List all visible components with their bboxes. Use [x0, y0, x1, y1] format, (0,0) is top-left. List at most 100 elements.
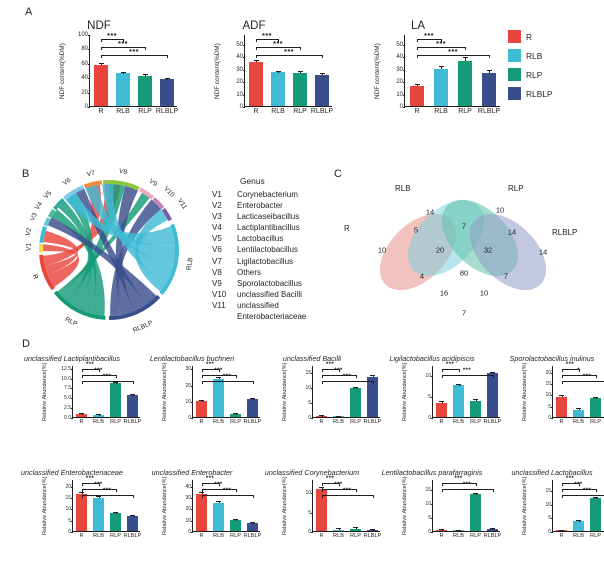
chord-segment-v11[interactable] — [161, 207, 172, 222]
chord-segment-v10[interactable] — [152, 197, 165, 210]
y-axis-tick-label: 20 — [65, 483, 71, 490]
chord-segment-v1[interactable] — [39, 243, 44, 253]
chord-segment-v8[interactable] — [102, 180, 140, 191]
y-axis-tick — [88, 49, 90, 51]
y-axis-tick — [311, 373, 313, 375]
error-bar-cap — [462, 57, 468, 59]
chord-group-rlp[interactable] — [53, 290, 106, 320]
significance-stars: *** — [334, 482, 343, 488]
error-bar — [201, 493, 203, 495]
y-axis-tick — [243, 44, 245, 46]
legend-item-rlp[interactable]: RLP — [508, 68, 553, 81]
y-axis-tick — [191, 385, 193, 387]
bar-r — [556, 396, 567, 417]
chord-ribbon — [43, 244, 80, 287]
significance-bracket-tick — [252, 381, 254, 384]
significance-bracket — [101, 47, 145, 48]
venn-ellipse-rlblp[interactable] — [456, 200, 561, 305]
chord-segment-v9[interactable] — [138, 187, 154, 200]
chord-group-rlblp[interactable] — [109, 295, 161, 320]
bar-rlb — [333, 529, 344, 531]
error-bar-cap — [216, 500, 221, 502]
y-axis-tick-label: 20 — [545, 369, 551, 376]
error-bar — [322, 74, 323, 75]
chord-segment-v5[interactable] — [53, 197, 65, 211]
y-axis-tick-label: 40 — [81, 75, 88, 82]
significance-bracket — [256, 39, 278, 40]
chart-adf: ADF NDF content(%DM) 0 10 20 30 40 50 R RLB RLP RLB… — [210, 20, 333, 115]
significance-bracket-tick — [492, 375, 494, 378]
y-axis-tick-label: 0 — [428, 415, 431, 421]
chord-svg — [39, 180, 179, 320]
y-axis-tick — [191, 498, 193, 500]
error-bar-cap — [130, 514, 135, 516]
chord-segment-v6[interactable] — [63, 185, 85, 201]
error-bar — [201, 400, 203, 402]
plot-area: 0 10 20 30 R RLB RLP RLBLP *** *** *** — [185, 362, 261, 425]
y-axis-tick — [191, 369, 193, 371]
chord-group-rlb[interactable] — [159, 223, 179, 295]
significance-bracket — [81, 483, 99, 484]
y-axis-tick — [551, 395, 553, 397]
chord-segment-v7[interactable] — [83, 180, 103, 189]
significance-bracket-tick — [417, 55, 418, 58]
significance-stars: *** — [129, 47, 139, 56]
significance-stars: *** — [582, 488, 592, 494]
chord-segment-v3[interactable] — [43, 217, 51, 227]
legend-item-rlblp[interactable]: RLBLP — [508, 87, 553, 100]
significance-bracket — [417, 39, 441, 40]
chord-group-r[interactable] — [39, 254, 55, 291]
significance-bracket-tick — [372, 381, 374, 384]
error-bar-cap — [593, 396, 598, 398]
significance-stars: *** — [334, 368, 343, 374]
y-axis-title: Relative Abundance(%) — [42, 476, 48, 536]
x-axis-label-rlb: RLB — [333, 533, 344, 539]
y-axis-tick-label: 80 — [81, 46, 88, 53]
bar-rlp — [350, 388, 361, 417]
significance-bracket — [561, 369, 579, 370]
panel-label-b: B — [22, 168, 30, 180]
error-bar-cap — [216, 376, 221, 378]
plot-area: 0 10 20 30 40 R RLB RLP RLBLP *** *** *** — [185, 476, 261, 539]
chord-ribbon — [66, 192, 94, 309]
significance-bracket — [561, 495, 604, 496]
error-bar-cap — [113, 511, 118, 513]
chord-segment-v4[interactable] — [47, 208, 56, 219]
error-bar — [101, 64, 102, 66]
plot-area: 0.0 2.5 5.0 7.5 10.0 12.5 R RLB RLP RLBLP *** *** **… — [61, 362, 141, 425]
y-axis-tick-label: 50 — [396, 41, 403, 48]
significance-bracket — [81, 375, 116, 376]
y-axis-tick-label: 20 — [236, 79, 243, 86]
chord-segment-v2[interactable] — [39, 226, 47, 244]
error-bar-cap — [490, 528, 495, 530]
chart-title: NDF — [87, 20, 111, 32]
y-axis-tick-label: 5 — [548, 515, 551, 522]
y-axis-tick — [71, 498, 73, 500]
y-axis-tick — [71, 520, 73, 522]
y-axis-tick-label: 10 — [185, 517, 191, 524]
significance-bracket-tick — [235, 375, 237, 378]
significance-bracket — [256, 55, 322, 56]
significance-bracket — [441, 483, 476, 484]
chord-ribbon — [85, 185, 176, 266]
legend-item-rlb[interactable]: RLB — [508, 49, 553, 62]
y-axis-tick-label: 5 — [308, 509, 311, 516]
significance-bracket-tick — [321, 381, 323, 384]
x-axis-label-rlp: RLP — [293, 108, 307, 115]
x-axis-label-r: R — [199, 533, 204, 539]
x-axis-label-rlblp: RLBLP — [155, 108, 179, 115]
legend-item-r[interactable]: R — [508, 30, 553, 43]
x-axis-label-rlb: RLB — [93, 419, 104, 425]
y-axis-tick — [191, 520, 193, 522]
chord-label-v1: V1 — [25, 243, 33, 252]
legend-label: RLBLP — [526, 88, 553, 99]
significance-bracket-tick — [321, 483, 323, 486]
genus-legend-row: V7 Ligilactobacillus — [212, 256, 332, 267]
error-bar-cap — [79, 412, 84, 414]
y-axis-tick-label: 10 — [425, 373, 431, 380]
y-axis-tick-label: 10 — [425, 500, 431, 507]
genus-name: Others — [237, 267, 262, 277]
y-axis-tick — [403, 44, 405, 46]
y-axis-tick — [403, 82, 405, 84]
genus-name: Lacticaseibacillus — [237, 212, 300, 222]
